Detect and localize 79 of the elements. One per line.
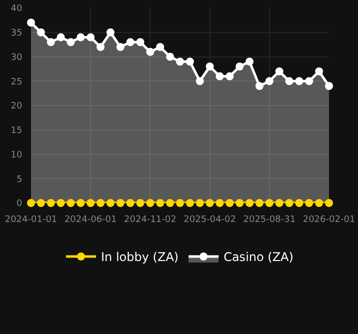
point <box>295 77 304 86</box>
point <box>305 199 314 207</box>
x-tick-label: 2026-02-01 <box>302 214 356 225</box>
y-tick-label: 10 <box>10 150 22 160</box>
point <box>236 199 244 207</box>
point <box>236 62 244 70</box>
point <box>246 58 254 66</box>
point <box>186 199 194 207</box>
point <box>255 199 264 207</box>
point <box>206 199 214 207</box>
legend-label: In lobby (ZA) <box>101 250 179 264</box>
x-tick-label: 2025-04-02 <box>184 214 236 225</box>
x-tick-label: 2025-08-31 <box>243 214 296 225</box>
point <box>176 199 184 207</box>
point <box>176 58 184 66</box>
point <box>325 82 333 90</box>
point <box>206 62 214 70</box>
y-tick-label: 5 <box>16 174 22 185</box>
point <box>216 72 224 80</box>
point <box>126 199 134 207</box>
point <box>126 38 134 46</box>
point <box>216 199 224 207</box>
point <box>156 43 164 51</box>
x-tick-label: 2024-01-01 <box>4 214 58 225</box>
point <box>315 67 324 76</box>
point <box>325 199 333 207</box>
x-tick-label: 2024-06-01 <box>64 214 117 225</box>
point <box>66 199 75 207</box>
point <box>196 199 204 207</box>
point <box>275 199 284 207</box>
point <box>36 199 45 207</box>
point <box>186 58 194 66</box>
point <box>285 77 294 86</box>
point <box>116 199 124 207</box>
x-tick-label: 2024-11-02 <box>124 214 176 225</box>
point <box>106 199 114 207</box>
point <box>246 199 254 207</box>
point <box>315 199 324 207</box>
point <box>66 38 75 46</box>
y-tick-label: 25 <box>10 77 22 88</box>
point <box>156 199 164 207</box>
y-tick-label: 15 <box>10 126 22 136</box>
point <box>36 28 45 36</box>
point <box>96 199 105 207</box>
point <box>136 199 144 207</box>
point <box>27 199 35 207</box>
point <box>46 38 55 46</box>
point <box>295 199 304 207</box>
point <box>27 18 35 27</box>
point <box>196 77 204 86</box>
point <box>146 48 154 56</box>
point <box>86 33 95 42</box>
point <box>76 199 85 207</box>
point <box>56 199 65 207</box>
y-tick-label: 30 <box>10 52 22 63</box>
point <box>46 199 55 207</box>
point <box>76 33 85 42</box>
point <box>285 199 294 207</box>
point <box>166 52 174 61</box>
point <box>275 67 284 76</box>
point <box>265 77 274 86</box>
y-tick-label: 20 <box>10 102 22 112</box>
point <box>56 33 65 42</box>
point <box>255 82 264 90</box>
point <box>226 199 234 207</box>
point <box>86 199 95 207</box>
point <box>136 38 144 46</box>
point <box>96 43 105 51</box>
point <box>305 77 314 86</box>
legend-label: Casino (ZA) <box>224 250 294 264</box>
point <box>265 199 274 207</box>
point <box>106 28 114 36</box>
point <box>166 199 174 207</box>
point <box>226 72 234 80</box>
y-tick-label: 35 <box>10 28 22 39</box>
y-tick-label: 0 <box>16 199 22 210</box>
y-tick-label: 40 <box>10 4 22 14</box>
point <box>146 199 154 207</box>
point <box>116 43 124 51</box>
